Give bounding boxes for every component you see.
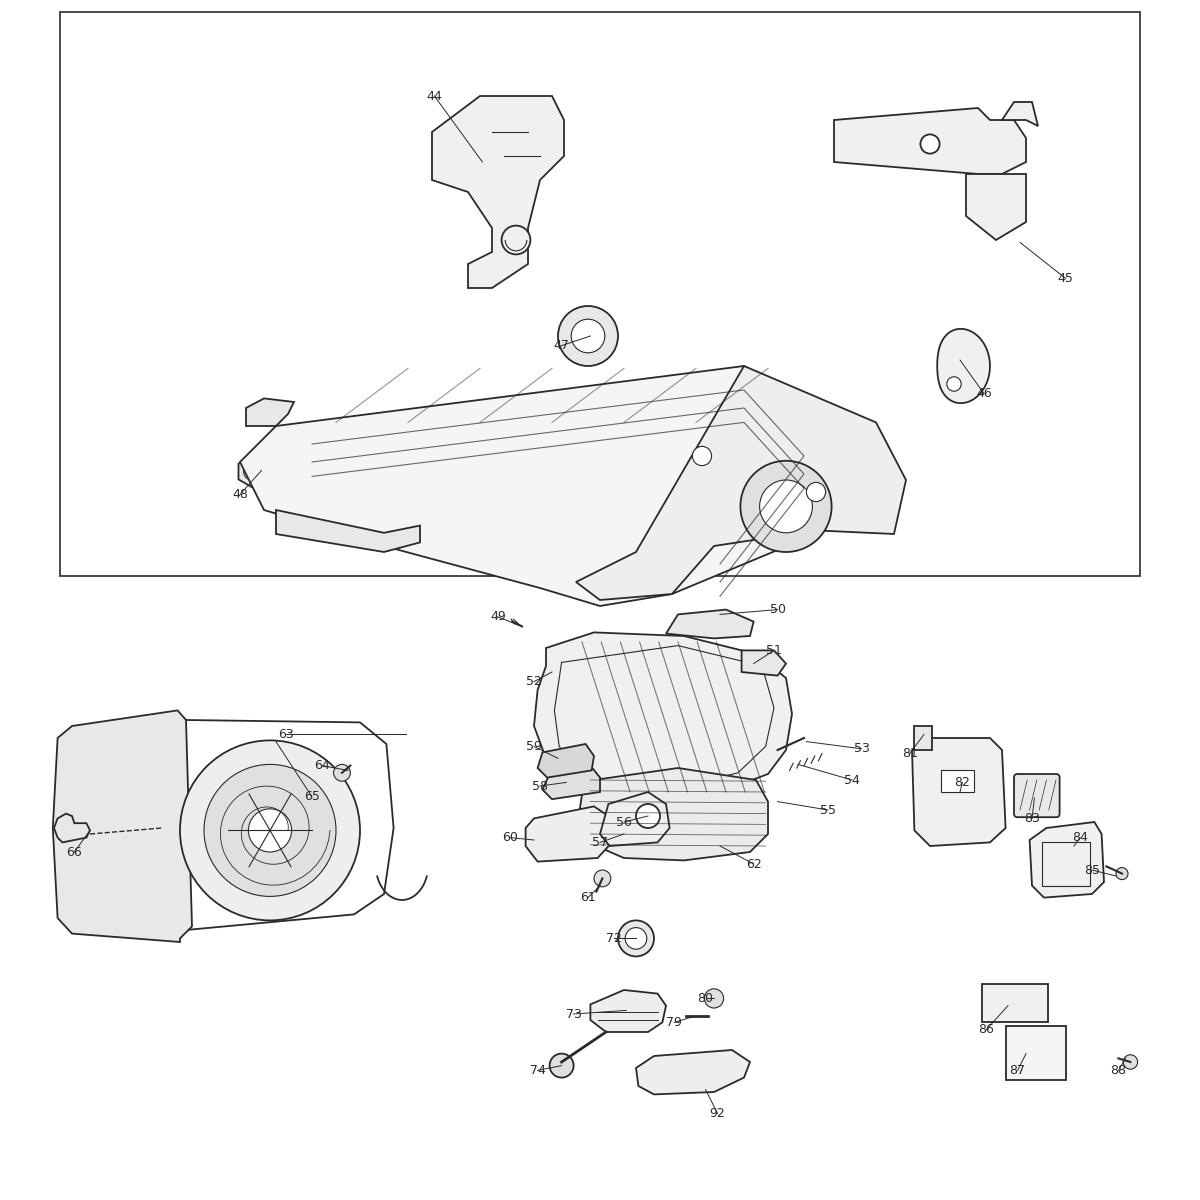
Text: 45: 45 [1057, 272, 1074, 284]
Text: 73: 73 [565, 1008, 582, 1020]
Circle shape [550, 1054, 574, 1078]
Polygon shape [636, 1050, 750, 1094]
Text: 85: 85 [1084, 864, 1100, 876]
Text: 66: 66 [66, 846, 83, 858]
Polygon shape [538, 744, 594, 778]
Circle shape [558, 306, 618, 366]
Text: 54: 54 [844, 774, 860, 786]
Polygon shape [578, 768, 768, 860]
Text: 47: 47 [553, 340, 570, 352]
Text: 65: 65 [304, 791, 320, 803]
Text: 62: 62 [745, 858, 762, 870]
Circle shape [1116, 868, 1128, 880]
Polygon shape [666, 610, 754, 638]
Bar [1042, 842, 1090, 886]
Circle shape [204, 764, 336, 896]
Text: 57: 57 [592, 836, 608, 848]
Bar [60, 12, 1140, 576]
Text: 84: 84 [1072, 832, 1088, 844]
Circle shape [248, 809, 292, 852]
Polygon shape [53, 710, 192, 942]
Polygon shape [432, 96, 564, 288]
Circle shape [704, 989, 724, 1008]
Polygon shape [54, 814, 90, 842]
Polygon shape [590, 990, 666, 1032]
Circle shape [334, 764, 350, 781]
Circle shape [625, 928, 647, 949]
Text: 44: 44 [426, 90, 443, 102]
Circle shape [1123, 1055, 1138, 1069]
Text: 92: 92 [709, 1108, 726, 1120]
Polygon shape [912, 738, 1006, 846]
Text: 83: 83 [1024, 812, 1040, 824]
Text: 82: 82 [954, 776, 971, 788]
Circle shape [760, 480, 812, 533]
Text: 51: 51 [766, 644, 782, 656]
Text: 46: 46 [976, 388, 992, 400]
Circle shape [571, 319, 605, 353]
Circle shape [502, 226, 530, 254]
FancyBboxPatch shape [1014, 774, 1060, 817]
Text: 50: 50 [769, 604, 786, 616]
Circle shape [594, 870, 611, 887]
Text: 53: 53 [853, 743, 870, 755]
Text: 72: 72 [606, 932, 623, 944]
Circle shape [180, 740, 360, 920]
Text: 81: 81 [901, 748, 918, 760]
Circle shape [692, 446, 712, 466]
Polygon shape [1002, 102, 1038, 126]
Polygon shape [834, 108, 1026, 174]
Polygon shape [1030, 822, 1104, 898]
Text: 64: 64 [313, 760, 330, 772]
Bar [941, 770, 974, 792]
Polygon shape [526, 806, 612, 862]
Polygon shape [966, 174, 1026, 240]
Text: 48: 48 [232, 488, 248, 500]
Polygon shape [246, 398, 294, 426]
Text: 49: 49 [490, 611, 506, 623]
Polygon shape [239, 456, 265, 487]
Text: 74: 74 [529, 1064, 546, 1076]
Polygon shape [742, 650, 786, 676]
Text: 58: 58 [532, 780, 548, 792]
Circle shape [740, 461, 832, 552]
Text: 79: 79 [666, 1016, 683, 1028]
Text: 63: 63 [277, 728, 294, 740]
Circle shape [806, 482, 826, 502]
Circle shape [244, 463, 260, 480]
Polygon shape [576, 366, 906, 600]
Text: 61: 61 [580, 892, 596, 904]
Text: 87: 87 [1009, 1064, 1026, 1076]
Polygon shape [240, 366, 864, 606]
Polygon shape [600, 792, 670, 846]
Text: 86: 86 [978, 1024, 995, 1036]
Circle shape [636, 804, 660, 828]
Circle shape [947, 377, 961, 391]
Polygon shape [542, 766, 600, 799]
Text: 52: 52 [526, 676, 542, 688]
Text: 60: 60 [502, 832, 518, 844]
Polygon shape [276, 510, 420, 552]
Text: 55: 55 [820, 804, 836, 816]
Polygon shape [937, 329, 990, 403]
Text: 80: 80 [697, 992, 714, 1004]
Polygon shape [534, 632, 792, 798]
Text: 59: 59 [526, 740, 542, 752]
Circle shape [920, 134, 940, 154]
Circle shape [618, 920, 654, 956]
Bar [1006, 1026, 1066, 1080]
Text: 88: 88 [1110, 1064, 1127, 1076]
Bar [982, 984, 1048, 1022]
Text: 56: 56 [616, 816, 632, 828]
Bar [914, 726, 932, 750]
